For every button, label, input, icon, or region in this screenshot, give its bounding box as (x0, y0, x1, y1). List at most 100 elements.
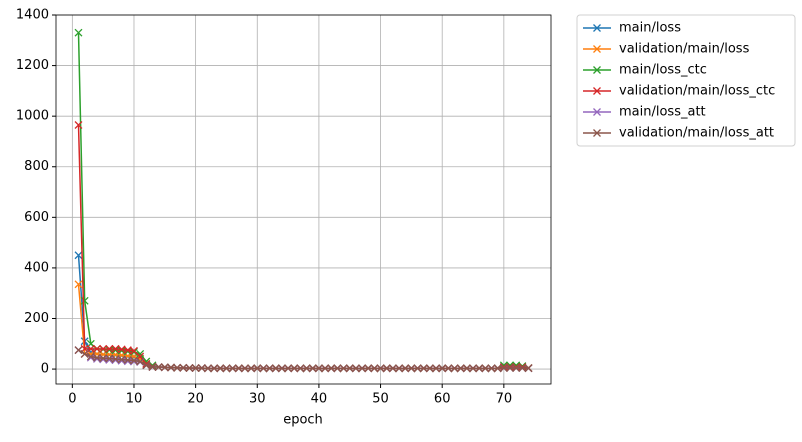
marker (339, 364, 348, 373)
y-tick-label: 800 (24, 159, 49, 174)
marker (499, 363, 508, 372)
marker (173, 363, 182, 372)
marker (136, 349, 145, 358)
marker (99, 344, 108, 353)
y-tick-label: 1400 (16, 8, 49, 23)
marker (321, 364, 330, 373)
y-tick-label: 1000 (16, 109, 49, 124)
marker (148, 363, 157, 372)
plot-frame (55, 14, 552, 385)
x-tick-label: 70 (496, 392, 513, 407)
marker (438, 364, 447, 373)
marker (80, 296, 89, 305)
marker (512, 364, 521, 373)
marker (271, 364, 280, 373)
legend-marker (593, 129, 601, 137)
marker (86, 344, 95, 353)
x-tick-label: 10 (126, 392, 143, 407)
marker (105, 345, 114, 354)
marker (518, 363, 527, 372)
marker (117, 355, 126, 364)
series-line (77, 124, 529, 370)
x-tick-label: 20 (187, 392, 204, 407)
marker (499, 364, 508, 373)
marker (493, 364, 502, 373)
marker (370, 364, 379, 373)
legend-label: validation/main/loss (619, 42, 750, 57)
marker (160, 363, 169, 372)
marker (351, 364, 360, 373)
marker (358, 364, 367, 373)
y-tick-label: 600 (24, 210, 49, 225)
marker (247, 364, 256, 373)
legend-label: validation/main/loss_ctc (619, 84, 775, 99)
marker (413, 364, 422, 373)
marker (284, 364, 293, 373)
marker (130, 356, 138, 365)
y-tick-label: 400 (24, 260, 49, 275)
marker (444, 364, 453, 373)
marker (345, 364, 354, 373)
marker (259, 364, 268, 373)
marker (432, 364, 440, 373)
marker (185, 364, 194, 373)
marker (99, 355, 108, 364)
legend-marker (593, 87, 601, 95)
x-tick-label: 30 (249, 392, 266, 407)
marker (512, 363, 521, 372)
marker (296, 364, 305, 373)
marker (376, 364, 385, 373)
marker (506, 364, 514, 373)
legend-marker (593, 108, 601, 116)
marker (197, 364, 206, 373)
y-tick-label: 200 (24, 311, 49, 326)
marker (401, 364, 410, 373)
marker (234, 364, 243, 373)
marker (86, 352, 95, 361)
marker (327, 364, 336, 373)
marker (80, 349, 89, 358)
marker (216, 364, 225, 373)
marker (395, 364, 404, 373)
legend-label: main/loss (619, 21, 681, 36)
marker (524, 364, 533, 373)
marker (93, 344, 101, 353)
marker (154, 363, 163, 372)
legend-marker (593, 45, 601, 53)
marker (425, 364, 434, 373)
marker (130, 357, 138, 366)
x-tick-label: 0 (68, 392, 76, 407)
x-tick-label: 60 (434, 392, 451, 407)
marker (419, 364, 428, 373)
marker (74, 121, 83, 129)
marker (450, 364, 459, 373)
marker (388, 364, 397, 373)
marker (123, 347, 132, 356)
marker (74, 28, 83, 37)
legend-label: validation/main/loss_att (619, 126, 774, 141)
marker (123, 356, 132, 364)
y-tick-label: 1200 (16, 58, 49, 73)
legend-label: main/loss_ctc (619, 63, 707, 78)
y-tick-label: 0 (41, 362, 49, 377)
marker (469, 364, 477, 373)
legend-box (576, 14, 796, 147)
x-axis-label: epoch (283, 413, 323, 428)
marker (74, 346, 83, 355)
marker (228, 364, 237, 373)
x-tick-label: 40 (311, 392, 328, 407)
marker (333, 364, 342, 373)
marker (481, 364, 490, 373)
series-line (77, 255, 529, 370)
marker (277, 364, 286, 373)
marker (74, 251, 83, 260)
series-line (77, 284, 529, 370)
series-line (77, 32, 529, 370)
marker (210, 364, 219, 373)
marker (111, 344, 120, 353)
legend-marker (593, 24, 601, 32)
marker (407, 364, 416, 373)
marker (222, 364, 231, 373)
marker (74, 280, 83, 289)
